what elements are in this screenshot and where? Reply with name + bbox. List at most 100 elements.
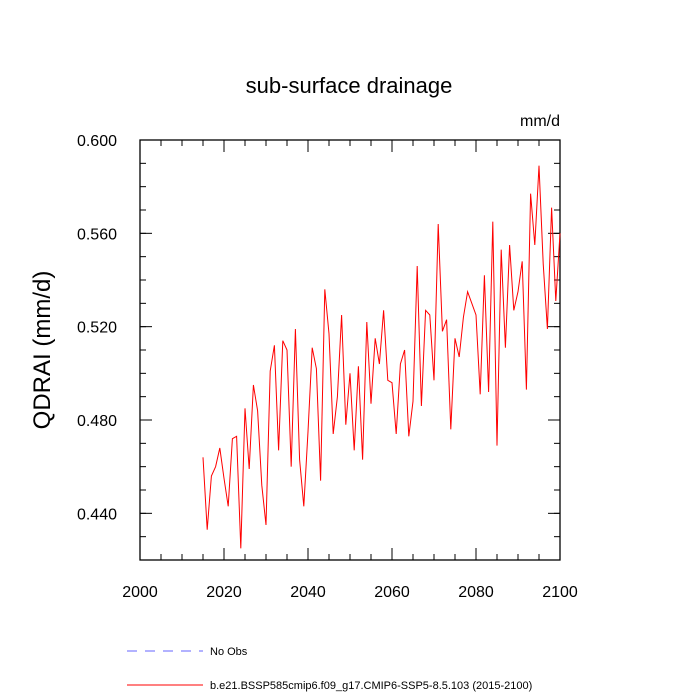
data-point [282, 340, 283, 341]
plot-frame [139, 139, 561, 561]
data-point [383, 310, 384, 311]
plot-area [202, 165, 561, 549]
data-point [480, 394, 481, 395]
axes: 2000 2020 2040 2060 2080 2100 0.440 0.480 0.520 0… [77, 133, 578, 601]
data-point [429, 314, 430, 315]
data-point [341, 314, 342, 315]
data-point [475, 314, 476, 315]
data-point [375, 338, 376, 339]
data-point [442, 331, 443, 332]
y-axis-label: QDRAI (mm/d) [29, 271, 56, 430]
data-point [244, 408, 245, 409]
data-point [517, 291, 518, 292]
data-point [547, 328, 548, 329]
data-point [551, 207, 552, 208]
data-point [488, 391, 489, 392]
data-point [538, 165, 539, 166]
data-point [295, 328, 296, 329]
units-label: mm/d [520, 113, 560, 130]
data-point [324, 289, 325, 290]
series-line-0 [202, 165, 561, 549]
data-point [396, 433, 397, 434]
y-tick-label: 0.440 [77, 506, 117, 523]
data-point [370, 403, 371, 404]
data-point [530, 193, 531, 194]
legend-label-1: b.e21.BSSP585cmip6.f09_g17.CMIP6-SSP5-8.… [210, 680, 532, 692]
data-point [270, 370, 271, 371]
y-tick-label: 0.560 [77, 226, 117, 243]
data-point [202, 457, 203, 458]
data-point [496, 445, 497, 446]
data-point [492, 221, 493, 222]
data-point [459, 356, 460, 357]
data-point [484, 275, 485, 276]
legend-label-0: No Obs [210, 646, 248, 658]
data-point [408, 436, 409, 437]
data-point [337, 396, 338, 397]
data-point [265, 524, 266, 525]
data-point [366, 321, 367, 322]
data-point [316, 368, 317, 369]
chart-title: sub-surface drainage [246, 73, 453, 98]
data-point [404, 349, 405, 350]
data-point [291, 466, 292, 467]
data-point [522, 261, 523, 262]
legend: No Obs b.e21.BSSP585cmip6.f09_g17.CMIP6-S… [127, 646, 532, 692]
y-tick-label: 0.520 [77, 320, 117, 337]
data-point [421, 405, 422, 406]
x-tick-label: 2100 [542, 584, 578, 601]
data-point [412, 401, 413, 402]
data-point [249, 468, 250, 469]
data-point [274, 345, 275, 346]
data-point [425, 310, 426, 311]
data-point [303, 506, 304, 507]
data-point [345, 424, 346, 425]
x-tick-label: 2040 [290, 584, 326, 601]
data-point [509, 244, 510, 245]
data-point [207, 529, 208, 530]
data-point [379, 363, 380, 364]
data-point [391, 382, 392, 383]
data-point [400, 363, 401, 364]
data-point [438, 223, 439, 224]
data-point [358, 366, 359, 367]
data-point [463, 317, 464, 318]
data-point [278, 450, 279, 451]
data-point [257, 410, 258, 411]
data-point [299, 459, 300, 460]
data-point [446, 319, 447, 320]
data-point [387, 380, 388, 381]
data-point [526, 389, 527, 390]
data-point [501, 249, 502, 250]
data-point [211, 475, 212, 476]
data-point [253, 384, 254, 385]
data-point [236, 436, 237, 437]
data-point [467, 291, 468, 292]
data-point [215, 466, 216, 467]
data-point [543, 263, 544, 264]
data-point [349, 373, 350, 374]
data-point [219, 447, 220, 448]
data-point [223, 478, 224, 479]
data-point [559, 233, 560, 234]
data-point [261, 485, 262, 486]
data-point [286, 349, 287, 350]
data-point [333, 433, 334, 434]
data-point [555, 300, 556, 301]
data-point [312, 347, 313, 348]
data-point [228, 506, 229, 507]
data-point [505, 347, 506, 348]
data-point [328, 333, 329, 334]
data-point [354, 450, 355, 451]
data-point [513, 310, 514, 311]
data-point [433, 380, 434, 381]
data-point [232, 438, 233, 439]
x-tick-label: 2020 [206, 584, 242, 601]
x-tick-label: 2060 [374, 584, 410, 601]
data-point [307, 431, 308, 432]
data-point [471, 303, 472, 304]
y-tick-label: 0.480 [77, 413, 117, 430]
data-point [417, 265, 418, 266]
x-tick-label: 2080 [458, 584, 494, 601]
